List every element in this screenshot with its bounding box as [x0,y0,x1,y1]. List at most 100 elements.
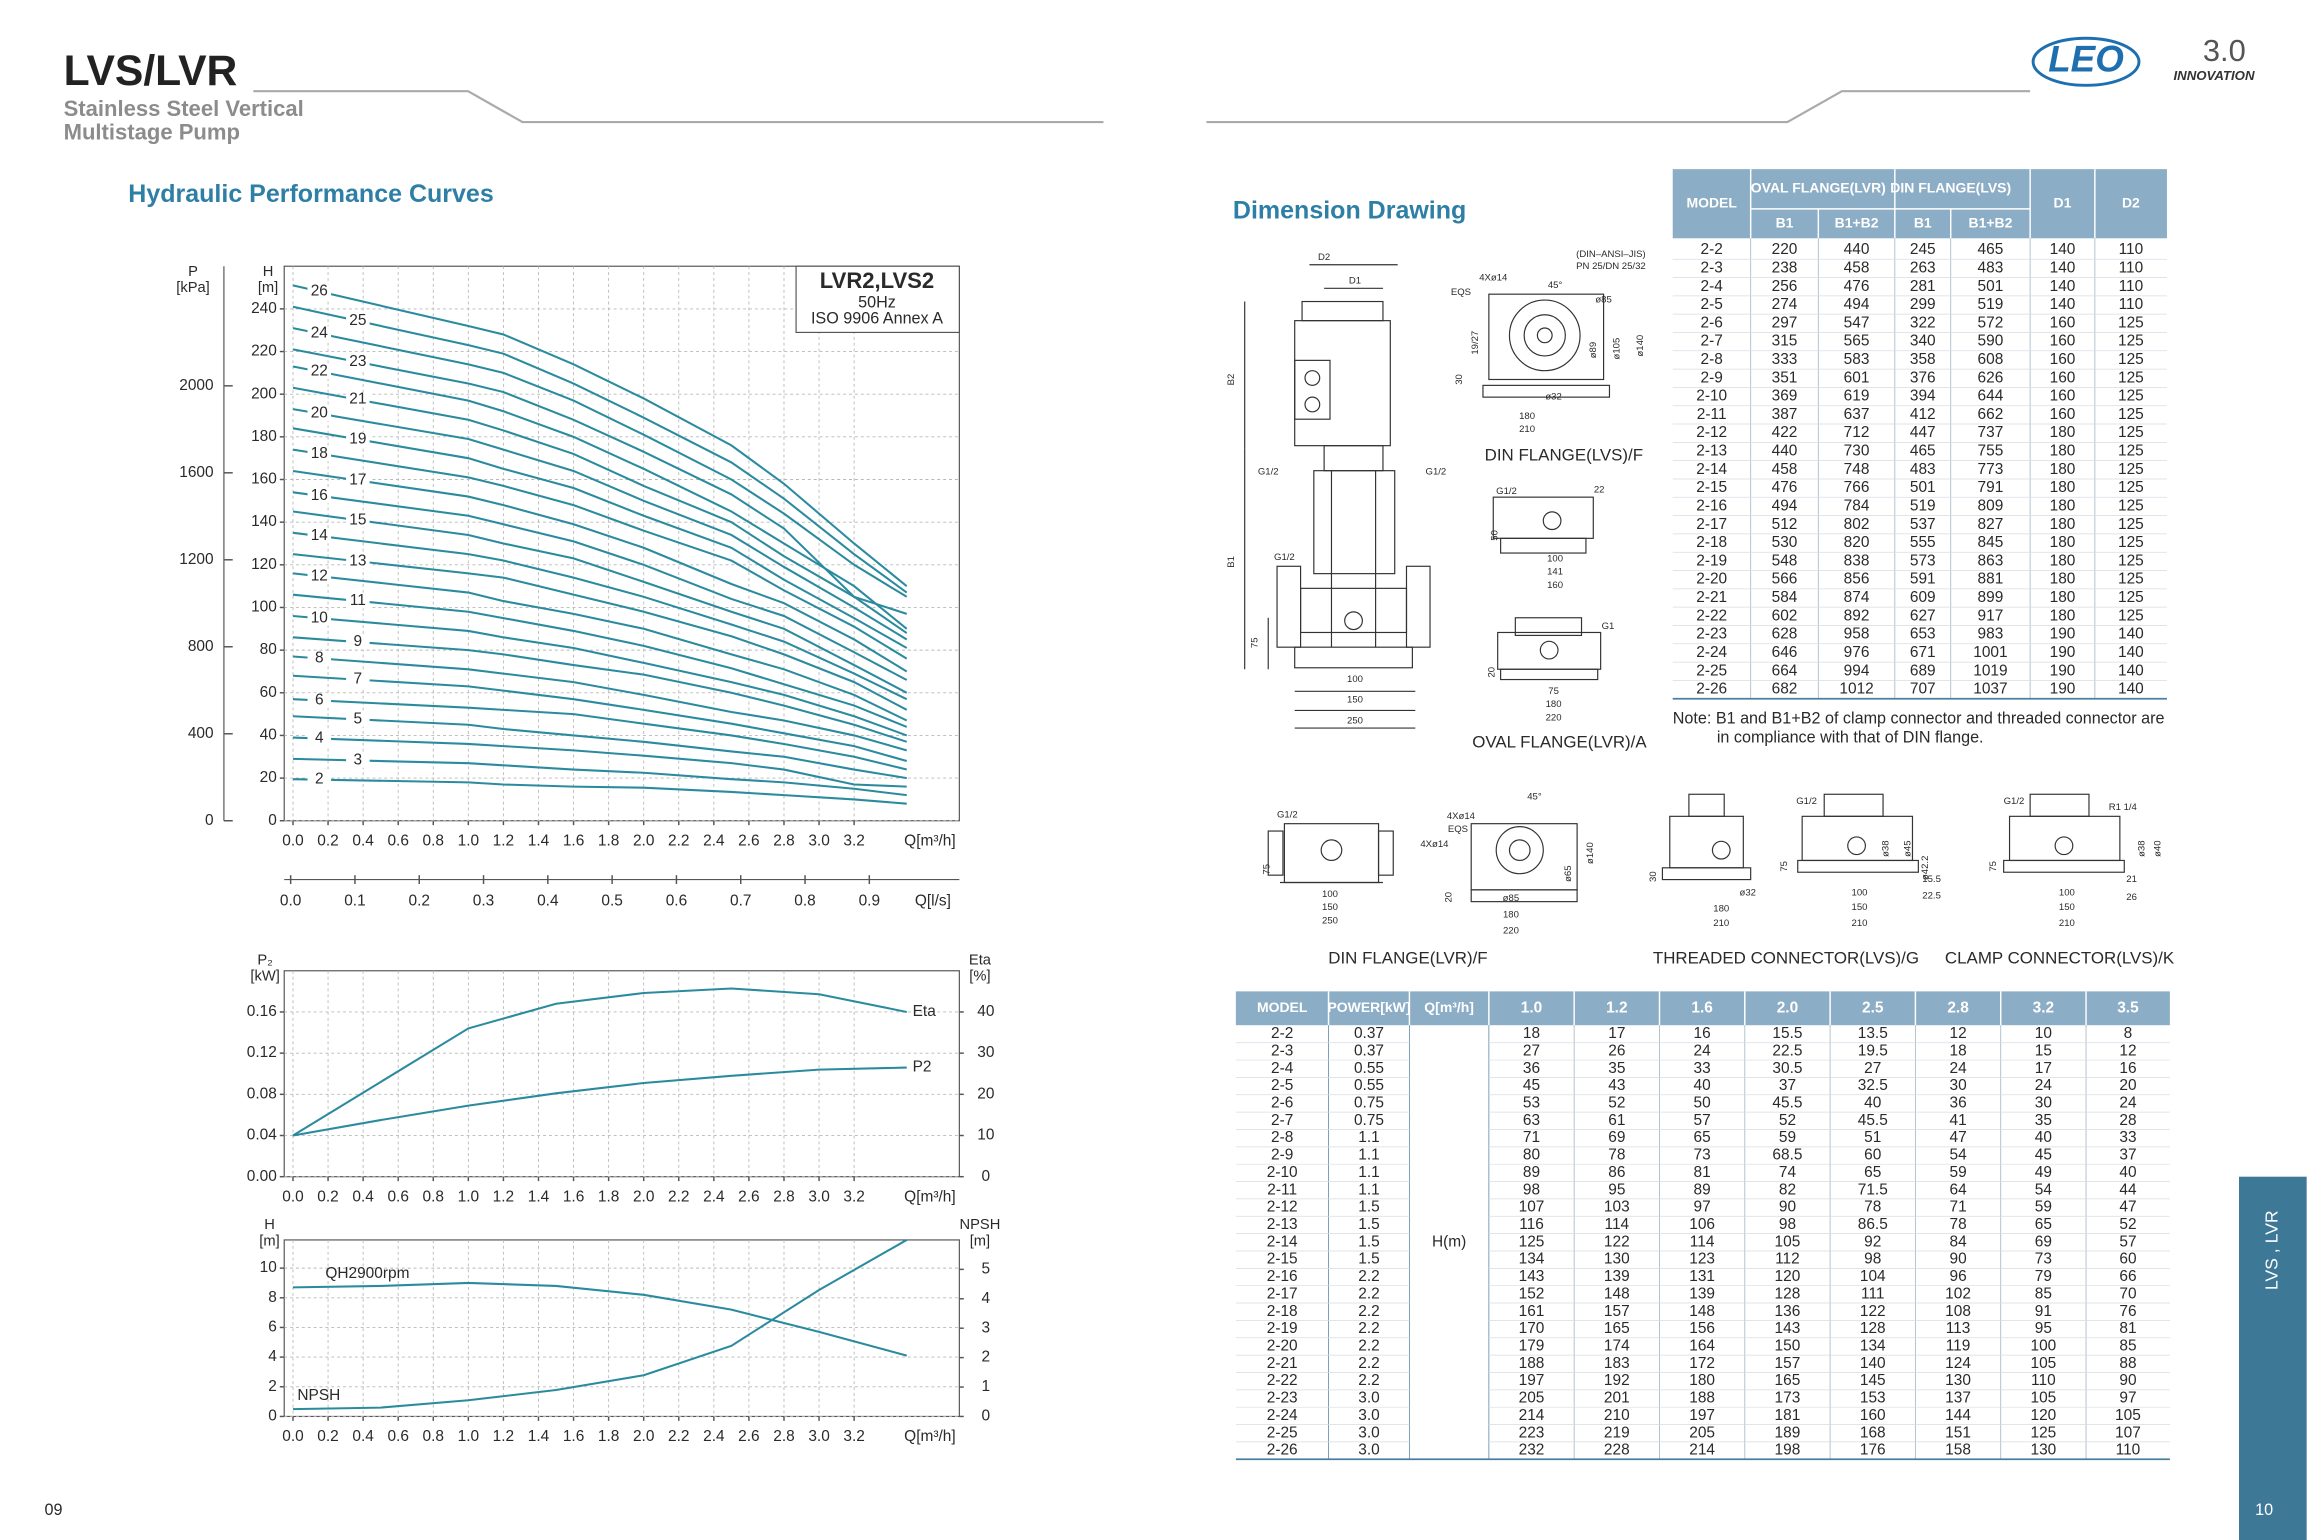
table-cell: 70 [2119,1285,2136,1302]
label-backdrop [346,553,370,569]
table-cell: 40 [2119,1164,2136,1181]
y2-tick-label: 40 [977,1003,994,1020]
table-cell: 494 [1844,296,1870,313]
x-tick-label: 2.8 [773,832,794,849]
y2-tick-label: 1600 [179,464,213,481]
column-header: OVAL FLANGE(LVR) [1751,180,1886,196]
series-label: 2 [315,771,324,788]
table-cell: 130 [2030,1442,2056,1459]
label-backdrop [346,512,370,528]
curve [292,491,908,681]
table-cell: 108 [1945,1303,1971,1320]
dimension-label: (DIN–ANSI–JIS) [1576,249,1646,260]
side-tab-label: LVS , LVR [2261,1210,2281,1290]
dimension-label: G1/2 [1496,486,1517,497]
table-cell: 2-8 [1701,351,1723,368]
series-label: 12 [311,567,328,584]
curve [292,614,908,737]
table-cell: 97 [1694,1199,1711,1216]
table-cell: 148 [1689,1303,1715,1320]
y-axis-label: H [264,1217,275,1233]
table-cell: 530 [1772,534,1798,551]
y-tick-label: 100 [251,599,277,616]
table-cell: 140 [2050,296,2076,313]
dimension-label: B1 [1226,556,1237,568]
table-cell: 748 [1844,461,1870,478]
table-cell: 190 [2050,644,2076,661]
drawing-outline [1299,587,1408,634]
dimension-label: B2 [1226,374,1237,386]
table-cell: 2-2 [1701,241,1723,258]
table-cell: 1.1 [1358,1147,1379,1164]
dimension-label: PN 25/DN 25/32 [1576,261,1646,272]
table-cell: 156 [1689,1320,1715,1337]
table-cell: 256 [1772,278,1798,295]
curve [292,1281,908,1357]
table-cell: 153 [1860,1390,1886,1407]
logo-brand: LEO [2048,38,2124,79]
curve [292,778,907,805]
column-header: Q[m³/h] [1424,999,1474,1015]
column-header: D2 [2122,194,2140,210]
x-tick-label: 0.8 [423,1428,444,1445]
table-cell: 35 [2035,1112,2052,1129]
x-tick-label: 0.0 [282,1188,303,1205]
dimension-label: 20 [1486,667,1497,678]
table-cell: 16 [2119,1060,2136,1077]
x-tick-label: 1.6 [563,832,584,849]
drawing-outline [1320,839,1343,862]
table-cell: 65 [2035,1216,2052,1233]
table-cell: 105 [2030,1390,2056,1407]
table-cell: 54 [1949,1147,1967,1164]
table-cell: 41 [1949,1112,1966,1129]
table-cell: 85 [2035,1285,2052,1302]
table-cell: 2-20 [1696,571,1727,588]
table-cell: 180 [2050,479,2076,496]
table-cell: 113 [1946,1320,1971,1337]
table-cell: 662 [1978,406,2004,423]
table-cell: 192 [1604,1372,1630,1389]
section-title: Hydraulic Performance Curves [128,180,493,208]
table-cell: 590 [1978,333,2004,350]
table-cell: 125 [1519,1233,1545,1250]
curve [292,572,908,722]
table-cell: 644 [1978,388,2004,405]
drawing-caption: DIN FLANGE(LVS)/F [1485,445,1643,464]
table-cell: 2.2 [1358,1268,1379,1285]
table-cell: 32.5 [1858,1077,1888,1094]
x-tick-label: 0.0 [282,1428,303,1445]
table-cell: 608 [1978,351,2004,368]
table-cell: 160 [1860,1407,1886,1424]
curve [292,327,908,598]
x-tick-label: 2.2 [668,1188,689,1205]
dimension-label: 210 [2059,918,2075,929]
table-cell: 122 [1604,1233,1630,1250]
table-cell: 160 [2050,351,2076,368]
table-cell: 784 [1844,497,1870,514]
table-cell: 54 [2035,1181,2053,1198]
table-cell: 30 [1949,1077,1966,1094]
dimension-label: 150 [1852,902,1868,913]
label-backdrop [346,634,370,650]
table-cell: 24 [1949,1060,1967,1077]
table-cell: 458 [1772,461,1798,478]
table-cell: 26 [1608,1042,1625,1059]
table-cell: 791 [1978,479,2004,496]
dimension-label: 26 [2126,892,2137,903]
table-cell: 165 [1604,1320,1630,1337]
dimension-label: G1/2 [1426,467,1447,478]
table-cell: 591 [1910,571,1936,588]
table-cell: 188 [1519,1355,1545,1372]
dimension-label: 150 [1347,695,1363,706]
table-cell: 160 [2050,314,2076,331]
table-cell: 173 [1775,1390,1801,1407]
table-cell: 111 [1861,1285,1884,1302]
drawing-outline [1514,617,1583,637]
table-cell: 838 [1844,552,1870,569]
x2-tick-label: 0.1 [344,893,365,910]
table-cell: 164 [1689,1338,1715,1355]
table-cell: 565 [1844,333,1870,350]
table-cell: 2.2 [1358,1372,1379,1389]
table-cell: 45.5 [1858,1112,1888,1129]
y2-tick-label: 400 [188,725,214,742]
